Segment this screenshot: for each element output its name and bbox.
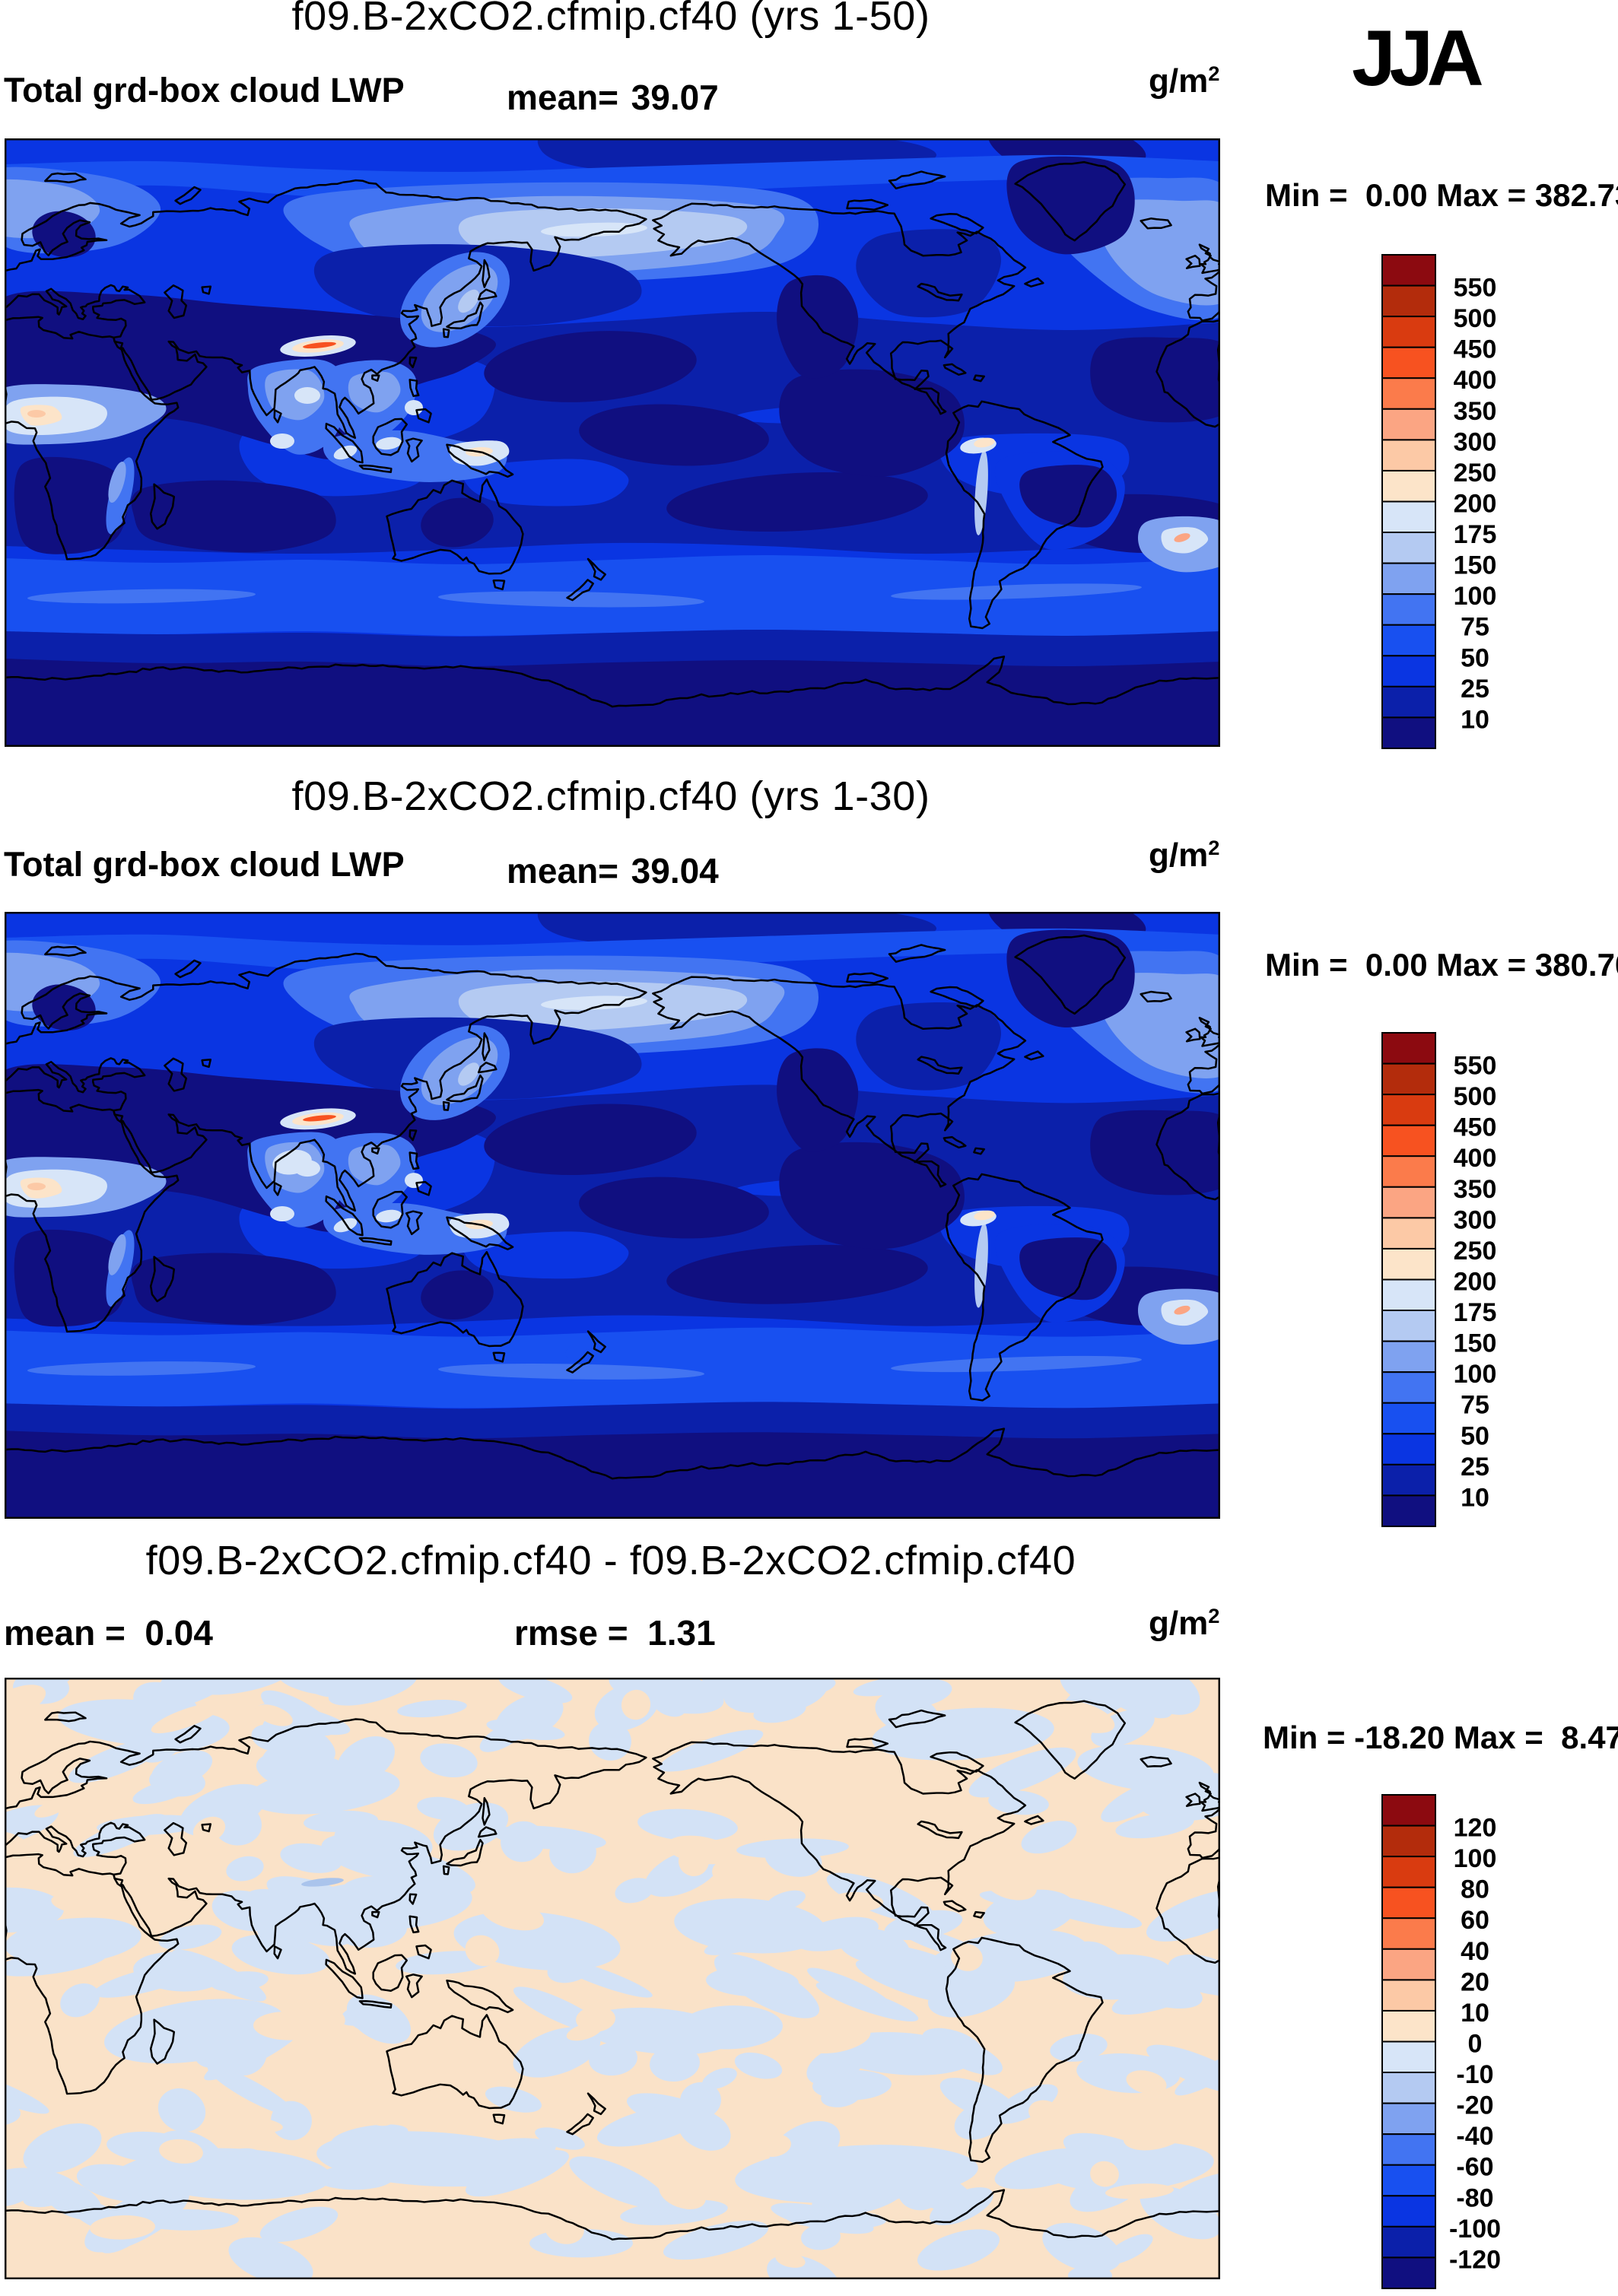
svg-text:350: 350 [1454,1175,1497,1204]
svg-text:300: 300 [1454,1205,1497,1234]
svg-text:10: 10 [1461,1999,1489,2028]
svg-text:20: 20 [1461,1967,1489,1996]
svg-text:175: 175 [1454,520,1497,549]
svg-text:40: 40 [1461,1937,1489,1966]
svg-text:50: 50 [1461,643,1489,672]
svg-text:100: 100 [1454,1360,1497,1389]
svg-text:150: 150 [1454,1329,1497,1358]
svg-text:-20: -20 [1456,2091,1493,2120]
svg-text:175: 175 [1454,1298,1497,1327]
svg-text:-100: -100 [1449,2215,1501,2244]
svg-text:500: 500 [1454,304,1497,333]
svg-text:75: 75 [1461,613,1489,642]
svg-text:250: 250 [1454,1237,1497,1265]
svg-text:450: 450 [1454,335,1497,364]
svg-text:10: 10 [1461,1483,1489,1512]
svg-text:100: 100 [1454,1844,1497,1873]
svg-text:550: 550 [1454,1052,1497,1081]
svg-text:450: 450 [1454,1113,1497,1142]
svg-text:75: 75 [1461,1391,1489,1420]
svg-text:25: 25 [1461,1453,1489,1481]
svg-text:150: 150 [1454,551,1497,580]
svg-text:25: 25 [1461,675,1489,703]
svg-text:300: 300 [1454,427,1497,456]
svg-text:-60: -60 [1456,2153,1493,2182]
svg-text:10: 10 [1461,705,1489,734]
svg-text:-40: -40 [1456,2122,1493,2151]
svg-text:0: 0 [1468,2030,1483,2059]
svg-text:60: 60 [1461,1906,1489,1935]
svg-text:80: 80 [1461,1875,1489,1904]
svg-text:200: 200 [1454,1268,1497,1297]
svg-text:50: 50 [1461,1421,1489,1450]
svg-text:120: 120 [1454,1814,1497,1843]
svg-text:400: 400 [1454,1144,1497,1173]
svg-text:100: 100 [1454,582,1497,611]
svg-text:-10: -10 [1456,2060,1493,2089]
svg-text:-80: -80 [1456,2183,1493,2212]
svg-text:200: 200 [1454,490,1497,519]
svg-text:500: 500 [1454,1082,1497,1111]
svg-text:550: 550 [1454,274,1497,303]
svg-text:350: 350 [1454,397,1497,426]
svg-text:250: 250 [1454,459,1497,487]
svg-text:400: 400 [1454,366,1497,395]
svg-text:-120: -120 [1449,2245,1501,2274]
